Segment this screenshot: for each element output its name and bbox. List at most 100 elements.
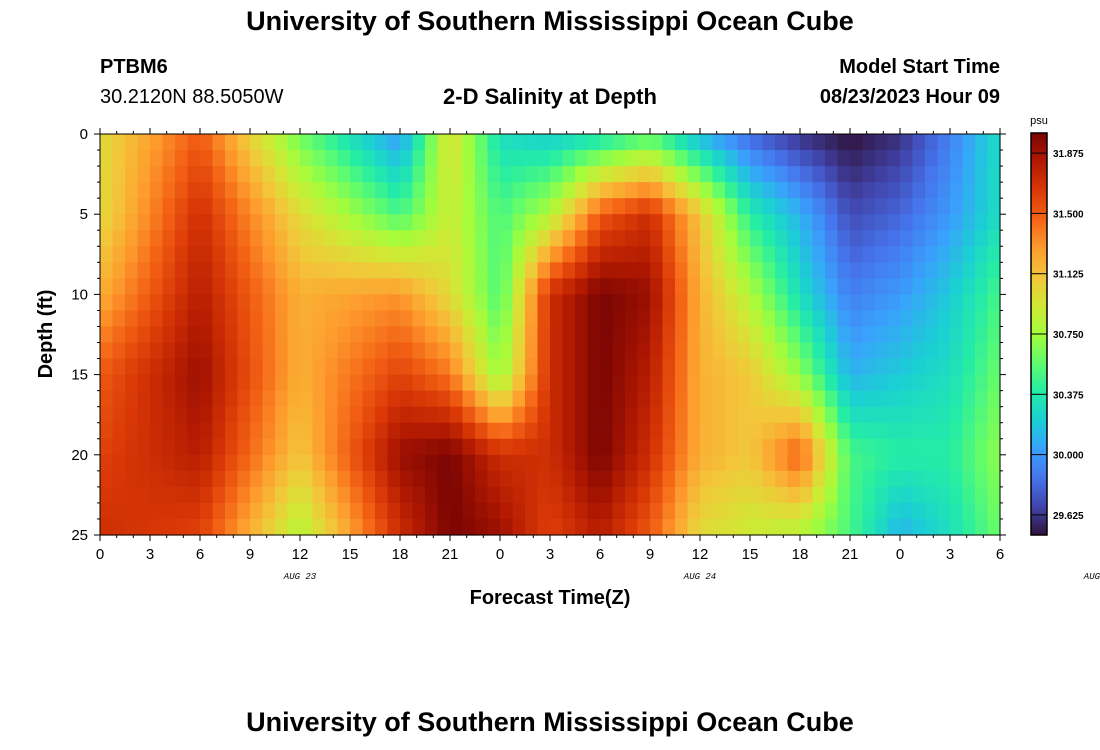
heatmap-cell bbox=[762, 518, 776, 536]
heatmap-cell bbox=[612, 422, 626, 440]
heatmap-cell bbox=[400, 358, 414, 376]
heatmap-cell bbox=[575, 198, 589, 215]
heatmap-cell bbox=[812, 214, 826, 231]
heatmap-cell bbox=[175, 422, 189, 440]
heatmap-cell bbox=[100, 246, 114, 263]
heatmap-cell bbox=[575, 358, 589, 376]
heatmap-cell bbox=[762, 262, 776, 279]
heatmap-cell bbox=[687, 262, 701, 279]
heatmap-cell bbox=[750, 454, 764, 472]
heatmap-cell bbox=[250, 518, 264, 536]
heatmap-cell bbox=[362, 358, 376, 376]
heatmap-cell bbox=[900, 166, 914, 183]
heatmap-cell bbox=[987, 374, 1001, 392]
heatmap-cell bbox=[600, 230, 614, 247]
heatmap-cell bbox=[962, 374, 976, 392]
heatmap-cell bbox=[862, 406, 876, 424]
heatmap-cell bbox=[712, 134, 726, 151]
heatmap-cell bbox=[687, 198, 701, 215]
heatmap-cell bbox=[200, 326, 214, 344]
heatmap-cell bbox=[837, 262, 851, 279]
heatmap-cell bbox=[787, 326, 801, 344]
heatmap-cell bbox=[725, 518, 739, 536]
heatmap-cell bbox=[600, 278, 614, 295]
heatmap-cell bbox=[975, 406, 989, 424]
heatmap-cell bbox=[337, 390, 351, 408]
heatmap-cell bbox=[800, 262, 814, 279]
heatmap-cell bbox=[675, 326, 689, 344]
heatmap-cell bbox=[537, 374, 551, 392]
model-start-value: 08/23/2023 Hour 09 bbox=[819, 86, 1000, 108]
heatmap-cell bbox=[212, 166, 226, 183]
heatmap-cell bbox=[425, 486, 439, 504]
colorbar-tick-label: 30.750 bbox=[1053, 330, 1084, 341]
heatmap-cell bbox=[812, 502, 826, 520]
heatmap-cell bbox=[375, 278, 389, 295]
heatmap-cell bbox=[437, 374, 451, 392]
heatmap-cell bbox=[412, 294, 426, 312]
heatmap-cell bbox=[237, 342, 251, 360]
heatmap-cell bbox=[275, 518, 289, 536]
heatmap-cell bbox=[475, 134, 489, 151]
heatmap-cell bbox=[725, 182, 739, 199]
heatmap-cell bbox=[200, 294, 214, 312]
heatmap-cell bbox=[737, 166, 751, 183]
heatmap-cell bbox=[250, 310, 264, 328]
x-tick-label: 15 bbox=[742, 546, 759, 563]
heatmap-cell bbox=[200, 278, 214, 295]
heatmap-cell bbox=[437, 518, 451, 536]
heatmap-cell bbox=[225, 134, 239, 151]
heatmap-cell bbox=[412, 150, 426, 167]
y-axis-label: Depth (ft) bbox=[35, 290, 57, 379]
heatmap-cell bbox=[375, 358, 389, 376]
heatmap-cell bbox=[562, 230, 576, 247]
heatmap-cell bbox=[837, 310, 851, 328]
heatmap-cell bbox=[262, 150, 276, 167]
heatmap-cell bbox=[137, 326, 151, 344]
heatmap-cell bbox=[587, 134, 601, 151]
heatmap-cell bbox=[512, 502, 526, 520]
heatmap-cell bbox=[525, 518, 539, 536]
heatmap-cell bbox=[950, 278, 964, 295]
heatmap-cell bbox=[375, 470, 389, 488]
heatmap-cell bbox=[525, 390, 539, 408]
heatmap-cell bbox=[100, 182, 114, 199]
heatmap-cell bbox=[300, 358, 314, 376]
heatmap-cell bbox=[987, 438, 1001, 456]
heatmap-cell bbox=[937, 198, 951, 215]
heatmap-cell bbox=[487, 294, 501, 312]
heatmap-cell bbox=[225, 166, 239, 183]
heatmap-cell bbox=[462, 214, 476, 231]
heatmap-cell bbox=[550, 310, 564, 328]
x-tick-label: 12 bbox=[292, 546, 309, 563]
heatmap-cell bbox=[237, 518, 251, 536]
heatmap-cell bbox=[400, 246, 414, 263]
heatmap-cell bbox=[625, 246, 639, 263]
heatmap-cell bbox=[662, 182, 676, 199]
heatmap-cell bbox=[237, 486, 251, 504]
heatmap-cell bbox=[400, 278, 414, 295]
heatmap-cell bbox=[300, 486, 314, 504]
heatmap-cell bbox=[662, 134, 676, 151]
heatmap-cell bbox=[375, 342, 389, 360]
heatmap-cell bbox=[125, 518, 139, 536]
heatmap-cell bbox=[825, 502, 839, 520]
heatmap-cell bbox=[575, 502, 589, 520]
heatmap-cell bbox=[137, 486, 151, 504]
heatmap-cell bbox=[337, 374, 351, 392]
heatmap-cell bbox=[200, 230, 214, 247]
heatmap-cell bbox=[137, 374, 151, 392]
heatmap-cell bbox=[712, 470, 726, 488]
heatmap-cell bbox=[925, 166, 939, 183]
heatmap-cell bbox=[262, 166, 276, 183]
heatmap-cell bbox=[537, 438, 551, 456]
heatmap-cell bbox=[800, 310, 814, 328]
x-tick-label: 21 bbox=[842, 546, 859, 563]
y-tick-label: 15 bbox=[71, 367, 88, 384]
heatmap-cell bbox=[850, 342, 864, 360]
heatmap-cell bbox=[887, 278, 901, 295]
heatmap-cell bbox=[375, 198, 389, 215]
heatmap-cell bbox=[875, 454, 889, 472]
heatmap-cell bbox=[675, 406, 689, 424]
heatmap-cell bbox=[600, 214, 614, 231]
